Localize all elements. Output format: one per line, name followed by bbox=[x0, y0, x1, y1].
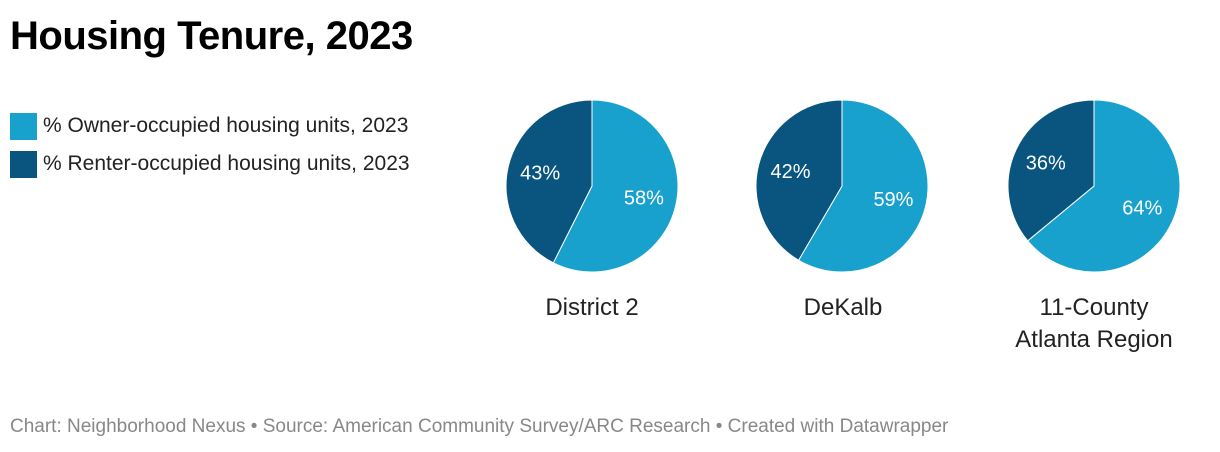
pie-value-owner-district-2: 58% bbox=[624, 187, 664, 209]
pie-slice-owner-dekalb bbox=[797, 99, 929, 273]
pie-slice-owner-11-county-atlanta-region bbox=[1027, 99, 1181, 273]
pie-slice-renter-11-county-atlanta-region bbox=[1007, 99, 1095, 242]
pie-label-atlanta-region-line2: Atlanta Region bbox=[1015, 326, 1173, 353]
pie-value-renter-11-county-atlanta-region: 36% bbox=[1026, 152, 1066, 174]
pie-charts: 58% 43% 59% 42% 64% 36% bbox=[505, 99, 1181, 273]
legend-item-owner: % Owner-occupied housing units, 2023 bbox=[10, 112, 410, 140]
pie-slice-renter-dekalb bbox=[755, 99, 843, 261]
legend: % Owner-occupied housing units, 2023 % R… bbox=[10, 112, 410, 188]
legend-swatch-owner bbox=[10, 112, 37, 140]
pie-value-owner-11-county-atlanta-region: 64% bbox=[1122, 198, 1162, 220]
pie-label-district-2: District 2 bbox=[472, 292, 712, 324]
chart-footer: Chart: Neighborhood Nexus • Source: Amer… bbox=[10, 416, 949, 437]
legend-item-renter: % Renter-occupied housing units, 2023 bbox=[10, 150, 410, 178]
pie-slice-renter-district-2 bbox=[505, 99, 593, 264]
pie-label-dekalb: DeKalb bbox=[723, 292, 963, 324]
pie-label-dekalb-text: DeKalb bbox=[803, 294, 883, 321]
legend-swatch-renter bbox=[10, 150, 37, 178]
pie-label-atlanta-region: 11-County Atlanta Region bbox=[974, 292, 1214, 356]
legend-label-owner: % Owner-occupied housing units, 2023 bbox=[43, 114, 409, 137]
pie-value-renter-district-2: 43% bbox=[520, 163, 560, 185]
pie-value-owner-dekalb: 59% bbox=[873, 189, 913, 211]
pie-slice-owner-district-2 bbox=[552, 99, 679, 273]
pie-label-atlanta-region-line1: 11-County bbox=[1039, 294, 1149, 321]
pie-value-renter-dekalb: 42% bbox=[771, 161, 811, 183]
legend-label-renter: % Renter-occupied housing units, 2023 bbox=[43, 152, 410, 175]
pie-label-district-2-text: District 2 bbox=[545, 294, 639, 321]
chart-title: Housing Tenure, 2023 bbox=[10, 14, 413, 58]
